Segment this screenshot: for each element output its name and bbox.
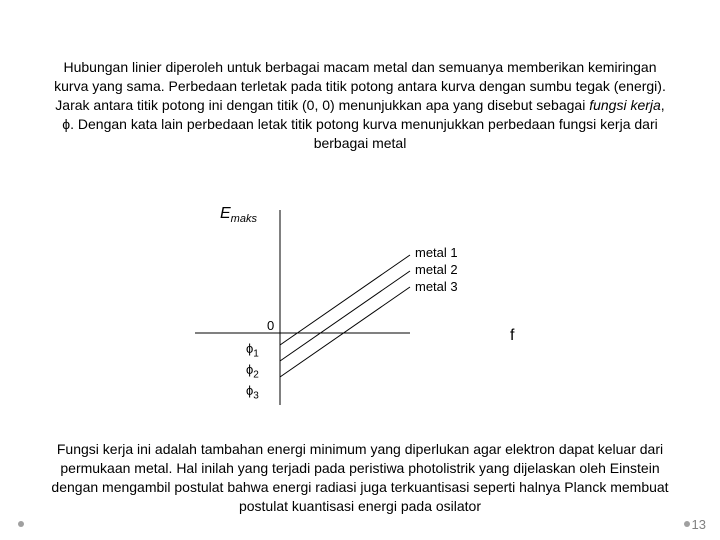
paragraph-top: Hubungan linier diperoleh untuk berbagai…: [50, 58, 670, 152]
paragraph-bottom: Fungsi kerja ini adalah tambahan energi …: [50, 440, 670, 516]
phi-labels: ϕ1 ϕ2 ϕ3: [246, 340, 259, 403]
page-number: 13: [692, 517, 706, 532]
origin-label: 0: [267, 318, 274, 333]
decoration-dot-icon: [18, 521, 24, 527]
y-axis-sub: maks: [231, 213, 257, 225]
y-axis-var: E: [220, 205, 231, 222]
phi-label: ϕ2: [246, 361, 259, 382]
decoration-dot-icon: [684, 521, 690, 527]
chart-svg: [190, 205, 530, 415]
legend-item: metal 2: [415, 262, 458, 279]
legend-item: metal 3: [415, 279, 458, 296]
phi-label: ϕ1: [246, 340, 259, 361]
chart-legend: metal 1 metal 2 metal 3: [415, 245, 458, 296]
legend-item: metal 1: [415, 245, 458, 262]
y-axis-label: Emaks: [220, 205, 257, 225]
chart-container: Emaks metal 1 metal 2 metal 3 0 f ϕ1 ϕ2 …: [190, 205, 530, 415]
phi-label: ϕ3: [246, 382, 259, 403]
x-axis-label: f: [510, 327, 514, 345]
